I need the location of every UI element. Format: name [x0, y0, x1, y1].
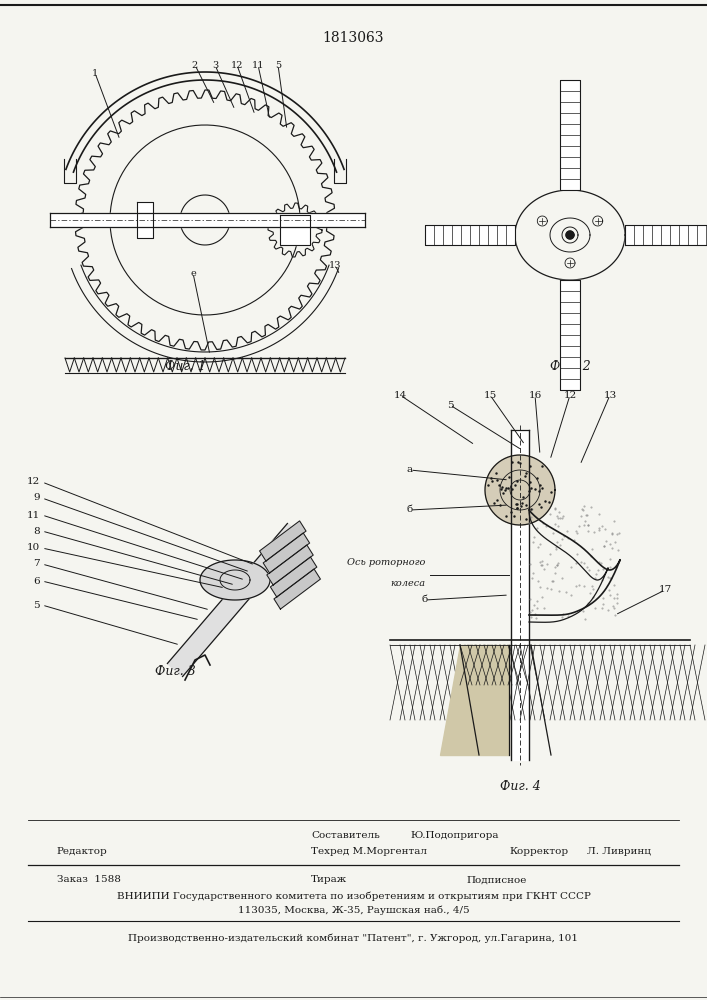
Polygon shape: [200, 560, 270, 600]
Text: Тираж: Тираж: [311, 876, 347, 884]
Text: 11: 11: [27, 510, 40, 520]
Text: 9: 9: [33, 493, 40, 502]
Text: Ю.Подопригора: Ю.Подопригора: [410, 830, 498, 840]
Text: Заказ  1588: Заказ 1588: [57, 876, 120, 884]
Text: Подписное: Подписное: [467, 876, 527, 884]
Polygon shape: [259, 521, 306, 561]
Polygon shape: [425, 225, 515, 245]
Text: 1813063: 1813063: [323, 31, 384, 45]
Text: 13: 13: [603, 390, 617, 399]
Polygon shape: [263, 533, 310, 573]
Text: 5: 5: [33, 600, 40, 609]
Text: e: e: [190, 268, 196, 277]
Polygon shape: [168, 523, 303, 677]
Text: 15: 15: [484, 390, 496, 399]
Text: 14: 14: [393, 390, 407, 399]
Text: б: б: [422, 595, 428, 604]
Text: Фиг. 2: Фиг. 2: [549, 360, 590, 373]
Polygon shape: [267, 545, 313, 585]
Text: 1: 1: [92, 68, 98, 78]
Text: 113035, Москва, Ж-35, Раушская наб., 4/5: 113035, Москва, Ж-35, Раушская наб., 4/5: [238, 905, 469, 915]
Polygon shape: [270, 557, 317, 597]
Polygon shape: [485, 455, 555, 525]
Text: 10: 10: [27, 544, 40, 552]
Text: 2: 2: [192, 60, 198, 70]
Text: 16: 16: [528, 390, 542, 399]
Text: 8: 8: [33, 526, 40, 536]
Text: 12: 12: [27, 478, 40, 487]
Polygon shape: [566, 231, 574, 239]
Text: a: a: [407, 466, 413, 475]
Text: ВНИИПИ Государственного комитета по изобретениям и открытиям при ГКНТ СССР: ВНИИПИ Государственного комитета по изоб…: [117, 891, 590, 901]
Text: Производственно-издательский комбинат "Патент", г. Ужгород, ул.Гагарина, 101: Производственно-издательский комбинат "П…: [129, 933, 578, 943]
Text: Ось роторного: Ось роторного: [346, 558, 425, 567]
Polygon shape: [560, 80, 580, 190]
Text: 7: 7: [33, 560, 40, 568]
Polygon shape: [560, 280, 580, 390]
Text: Редактор: Редактор: [57, 848, 107, 856]
Text: Техред М.Моргентал: Техред М.Моргентал: [311, 848, 427, 856]
Text: 12: 12: [230, 60, 243, 70]
Text: 5: 5: [447, 400, 453, 410]
Text: Л. Ливринц: Л. Ливринц: [587, 848, 651, 856]
Text: 6: 6: [33, 576, 40, 585]
Text: 3: 3: [212, 60, 218, 70]
Text: 11: 11: [252, 60, 264, 70]
Polygon shape: [440, 645, 509, 755]
Polygon shape: [511, 430, 529, 760]
Text: б: б: [407, 506, 413, 514]
Polygon shape: [625, 225, 707, 245]
Text: Фиг. 3: Фиг. 3: [155, 665, 195, 678]
Text: 17: 17: [658, 585, 672, 594]
Text: Фиг. 4: Фиг. 4: [500, 780, 540, 793]
Text: Корректор: Корректор: [509, 848, 568, 856]
Text: 12: 12: [563, 390, 577, 399]
Text: 13: 13: [329, 260, 341, 269]
Text: 5: 5: [275, 60, 281, 70]
Text: Составитель: Составитель: [311, 830, 380, 840]
Polygon shape: [274, 569, 320, 609]
Text: Фиг. 1: Фиг. 1: [165, 360, 205, 373]
Text: колеса: колеса: [390, 579, 425, 588]
